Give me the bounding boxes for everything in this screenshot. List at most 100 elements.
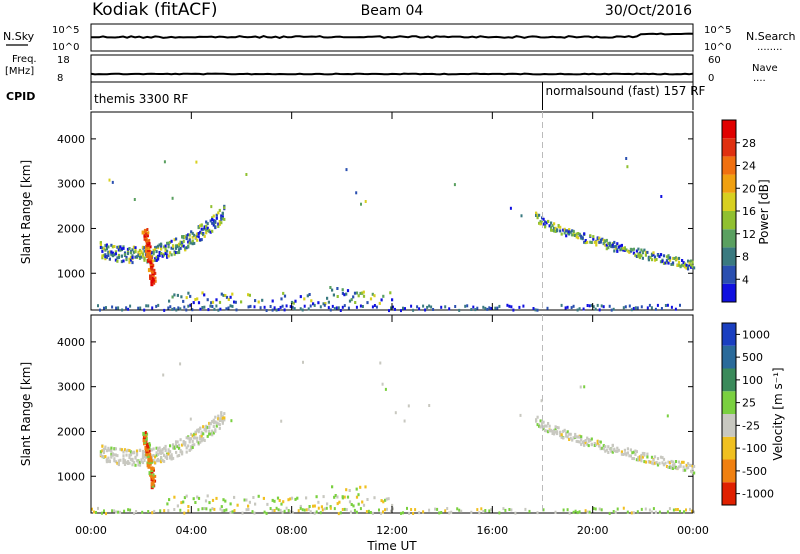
data-cell <box>305 508 308 512</box>
data-cell <box>614 246 617 250</box>
colorbar-tick-label: 500 <box>742 351 763 364</box>
data-cell <box>148 449 151 453</box>
data-cell <box>571 229 574 233</box>
data-cell <box>474 308 477 312</box>
data-cell <box>673 465 676 469</box>
data-cell <box>667 257 670 260</box>
data-cell <box>141 252 145 256</box>
data-cell <box>147 231 150 235</box>
data-cell <box>650 455 654 459</box>
data-cell <box>263 305 266 309</box>
nsearch-label: N.Search <box>746 30 796 43</box>
data-cell <box>187 304 190 308</box>
data-cell <box>195 160 198 164</box>
data-cell <box>598 240 601 244</box>
data-cell <box>687 259 690 263</box>
data-cell <box>575 232 578 236</box>
data-cell <box>211 433 214 437</box>
data-cell <box>120 448 123 452</box>
power-colorbar-label: Power [dB] <box>757 179 771 244</box>
data-cell <box>613 240 616 244</box>
data-cell <box>187 244 190 248</box>
data-cell <box>206 298 209 302</box>
colorbar-swatch <box>722 459 736 483</box>
data-cell <box>149 245 152 249</box>
data-cell <box>176 445 179 449</box>
data-cell <box>110 250 113 254</box>
data-cell <box>114 250 117 254</box>
data-cell <box>587 438 590 441</box>
data-cell <box>535 419 538 423</box>
data-cell <box>147 510 150 513</box>
data-cell <box>181 452 184 456</box>
data-cell <box>176 293 179 297</box>
data-cell <box>218 426 221 430</box>
data-cell <box>583 385 586 389</box>
data-cell <box>176 454 179 458</box>
data-cell <box>548 224 551 228</box>
data-cell <box>150 269 154 274</box>
data-cell <box>154 279 157 283</box>
data-cell <box>243 498 246 502</box>
data-cell <box>144 446 148 450</box>
data-cell <box>187 233 190 237</box>
data-cell <box>636 510 639 514</box>
data-cell <box>123 463 127 466</box>
colorbar-swatch <box>722 192 736 211</box>
data-cell <box>225 508 228 512</box>
data-cell <box>265 309 268 312</box>
data-cell <box>551 228 554 232</box>
data-cell <box>101 246 104 250</box>
data-cell <box>605 238 608 242</box>
data-cell <box>362 290 365 294</box>
data-cell <box>187 509 190 513</box>
data-cell <box>261 298 264 302</box>
data-cell <box>292 301 295 305</box>
data-cell <box>111 509 114 513</box>
data-cell <box>538 424 541 428</box>
data-cell <box>551 429 554 433</box>
data-cell <box>163 253 166 257</box>
data-cell <box>221 217 224 221</box>
data-cell <box>167 254 170 258</box>
data-cell <box>410 304 413 308</box>
data-cell <box>307 307 310 311</box>
data-cell <box>131 261 134 265</box>
data-cell <box>333 307 336 311</box>
data-cell <box>590 442 593 446</box>
data-cell <box>247 305 250 309</box>
data-cell <box>104 455 107 459</box>
data-cell <box>584 439 587 442</box>
data-cell <box>107 245 110 249</box>
data-cell <box>149 453 152 456</box>
data-cell <box>107 254 110 257</box>
data-cell <box>158 459 161 463</box>
data-cell <box>510 305 513 309</box>
data-cell <box>125 255 128 259</box>
data-cell <box>602 444 605 448</box>
data-cell <box>652 251 655 255</box>
data-cell <box>104 255 107 259</box>
data-cell <box>410 508 413 511</box>
data-cell <box>146 234 149 238</box>
data-cell <box>440 305 443 309</box>
data-cell <box>185 436 188 440</box>
data-cell <box>613 245 616 249</box>
data-cell <box>638 253 641 257</box>
data-cell <box>113 457 116 461</box>
data-cell <box>378 508 380 512</box>
data-cell <box>636 306 639 310</box>
colorbar-tick-label: -1000 <box>742 488 774 501</box>
data-cell <box>488 306 491 310</box>
data-cell <box>542 222 545 226</box>
data-cell <box>545 424 548 428</box>
data-cell <box>690 469 693 473</box>
data-cell <box>434 507 437 511</box>
data-cell <box>129 255 133 259</box>
data-cell <box>166 457 169 460</box>
data-cell <box>141 245 145 249</box>
data-cell <box>233 509 236 512</box>
data-cell <box>218 417 221 421</box>
data-cell <box>334 494 337 497</box>
